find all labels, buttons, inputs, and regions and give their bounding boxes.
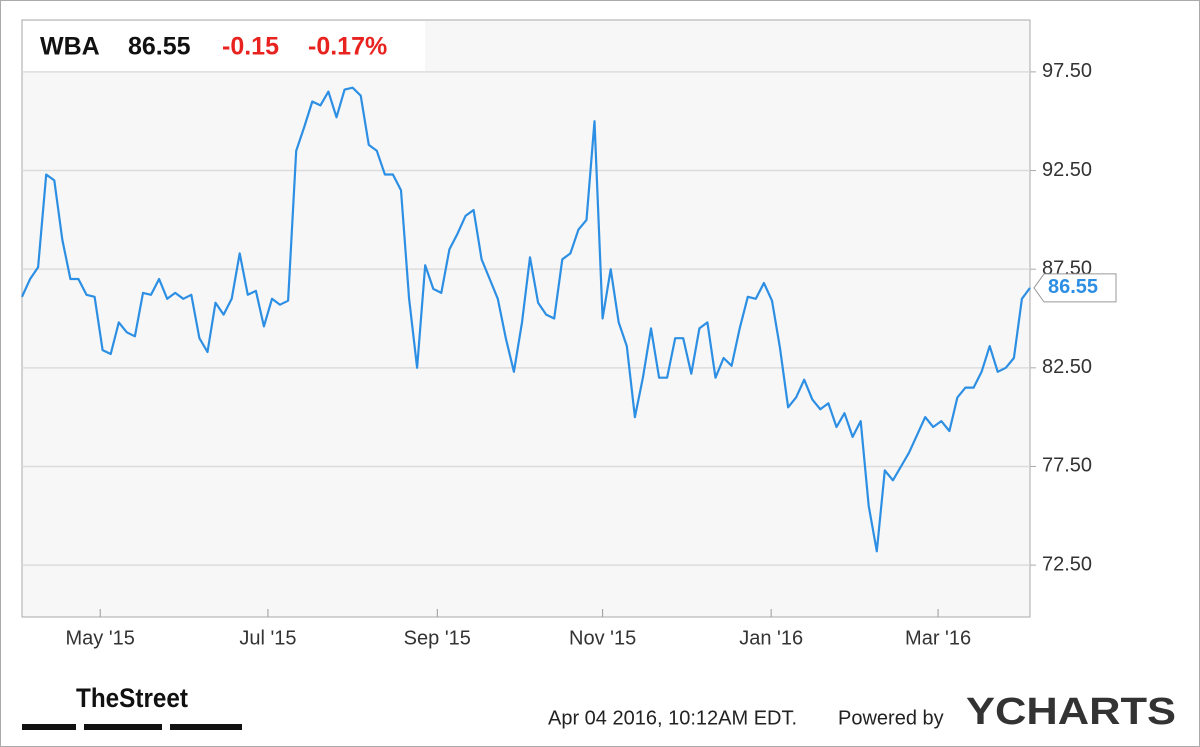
marks [20,86,1031,553]
x-tick-label: Sep '15 [404,627,471,649]
y-tick-label: 77.50 [1042,455,1092,477]
header-box [23,21,425,71]
ticker: WBA [40,33,100,61]
brand-bar [84,724,162,730]
brand: TheStreet [76,683,188,713]
plot-area [21,19,1031,618]
y-tick-label: 82.50 [1042,356,1092,378]
x-tick-label: May '15 [66,627,135,649]
brand-bar [170,724,242,730]
powered-by: Powered by [838,707,944,729]
provider-logo: YCHARTS [966,691,1176,733]
last-value-label: 86.55 [1048,276,1098,298]
change: -0.15 [222,33,279,61]
y-tick-label: 92.50 [1042,159,1092,181]
change-percent: -0.17% [308,33,387,61]
x-tick-label: Jul '15 [239,627,296,649]
x-tick-label: Jan '16 [739,627,803,649]
y-tick-label: 72.50 [1042,553,1092,575]
brand-bar [22,724,76,730]
y-tick-label: 97.50 [1042,60,1092,82]
last-value-flag [1033,273,1117,303]
x-tick-label: Nov '15 [569,627,636,649]
timestamp: Apr 04 2016, 10:12AM EDT. [548,707,797,729]
price-line [20,86,1031,553]
price: 86.55 [128,33,191,61]
x-tick-label: Mar '16 [905,627,971,649]
grid [22,71,1036,617]
